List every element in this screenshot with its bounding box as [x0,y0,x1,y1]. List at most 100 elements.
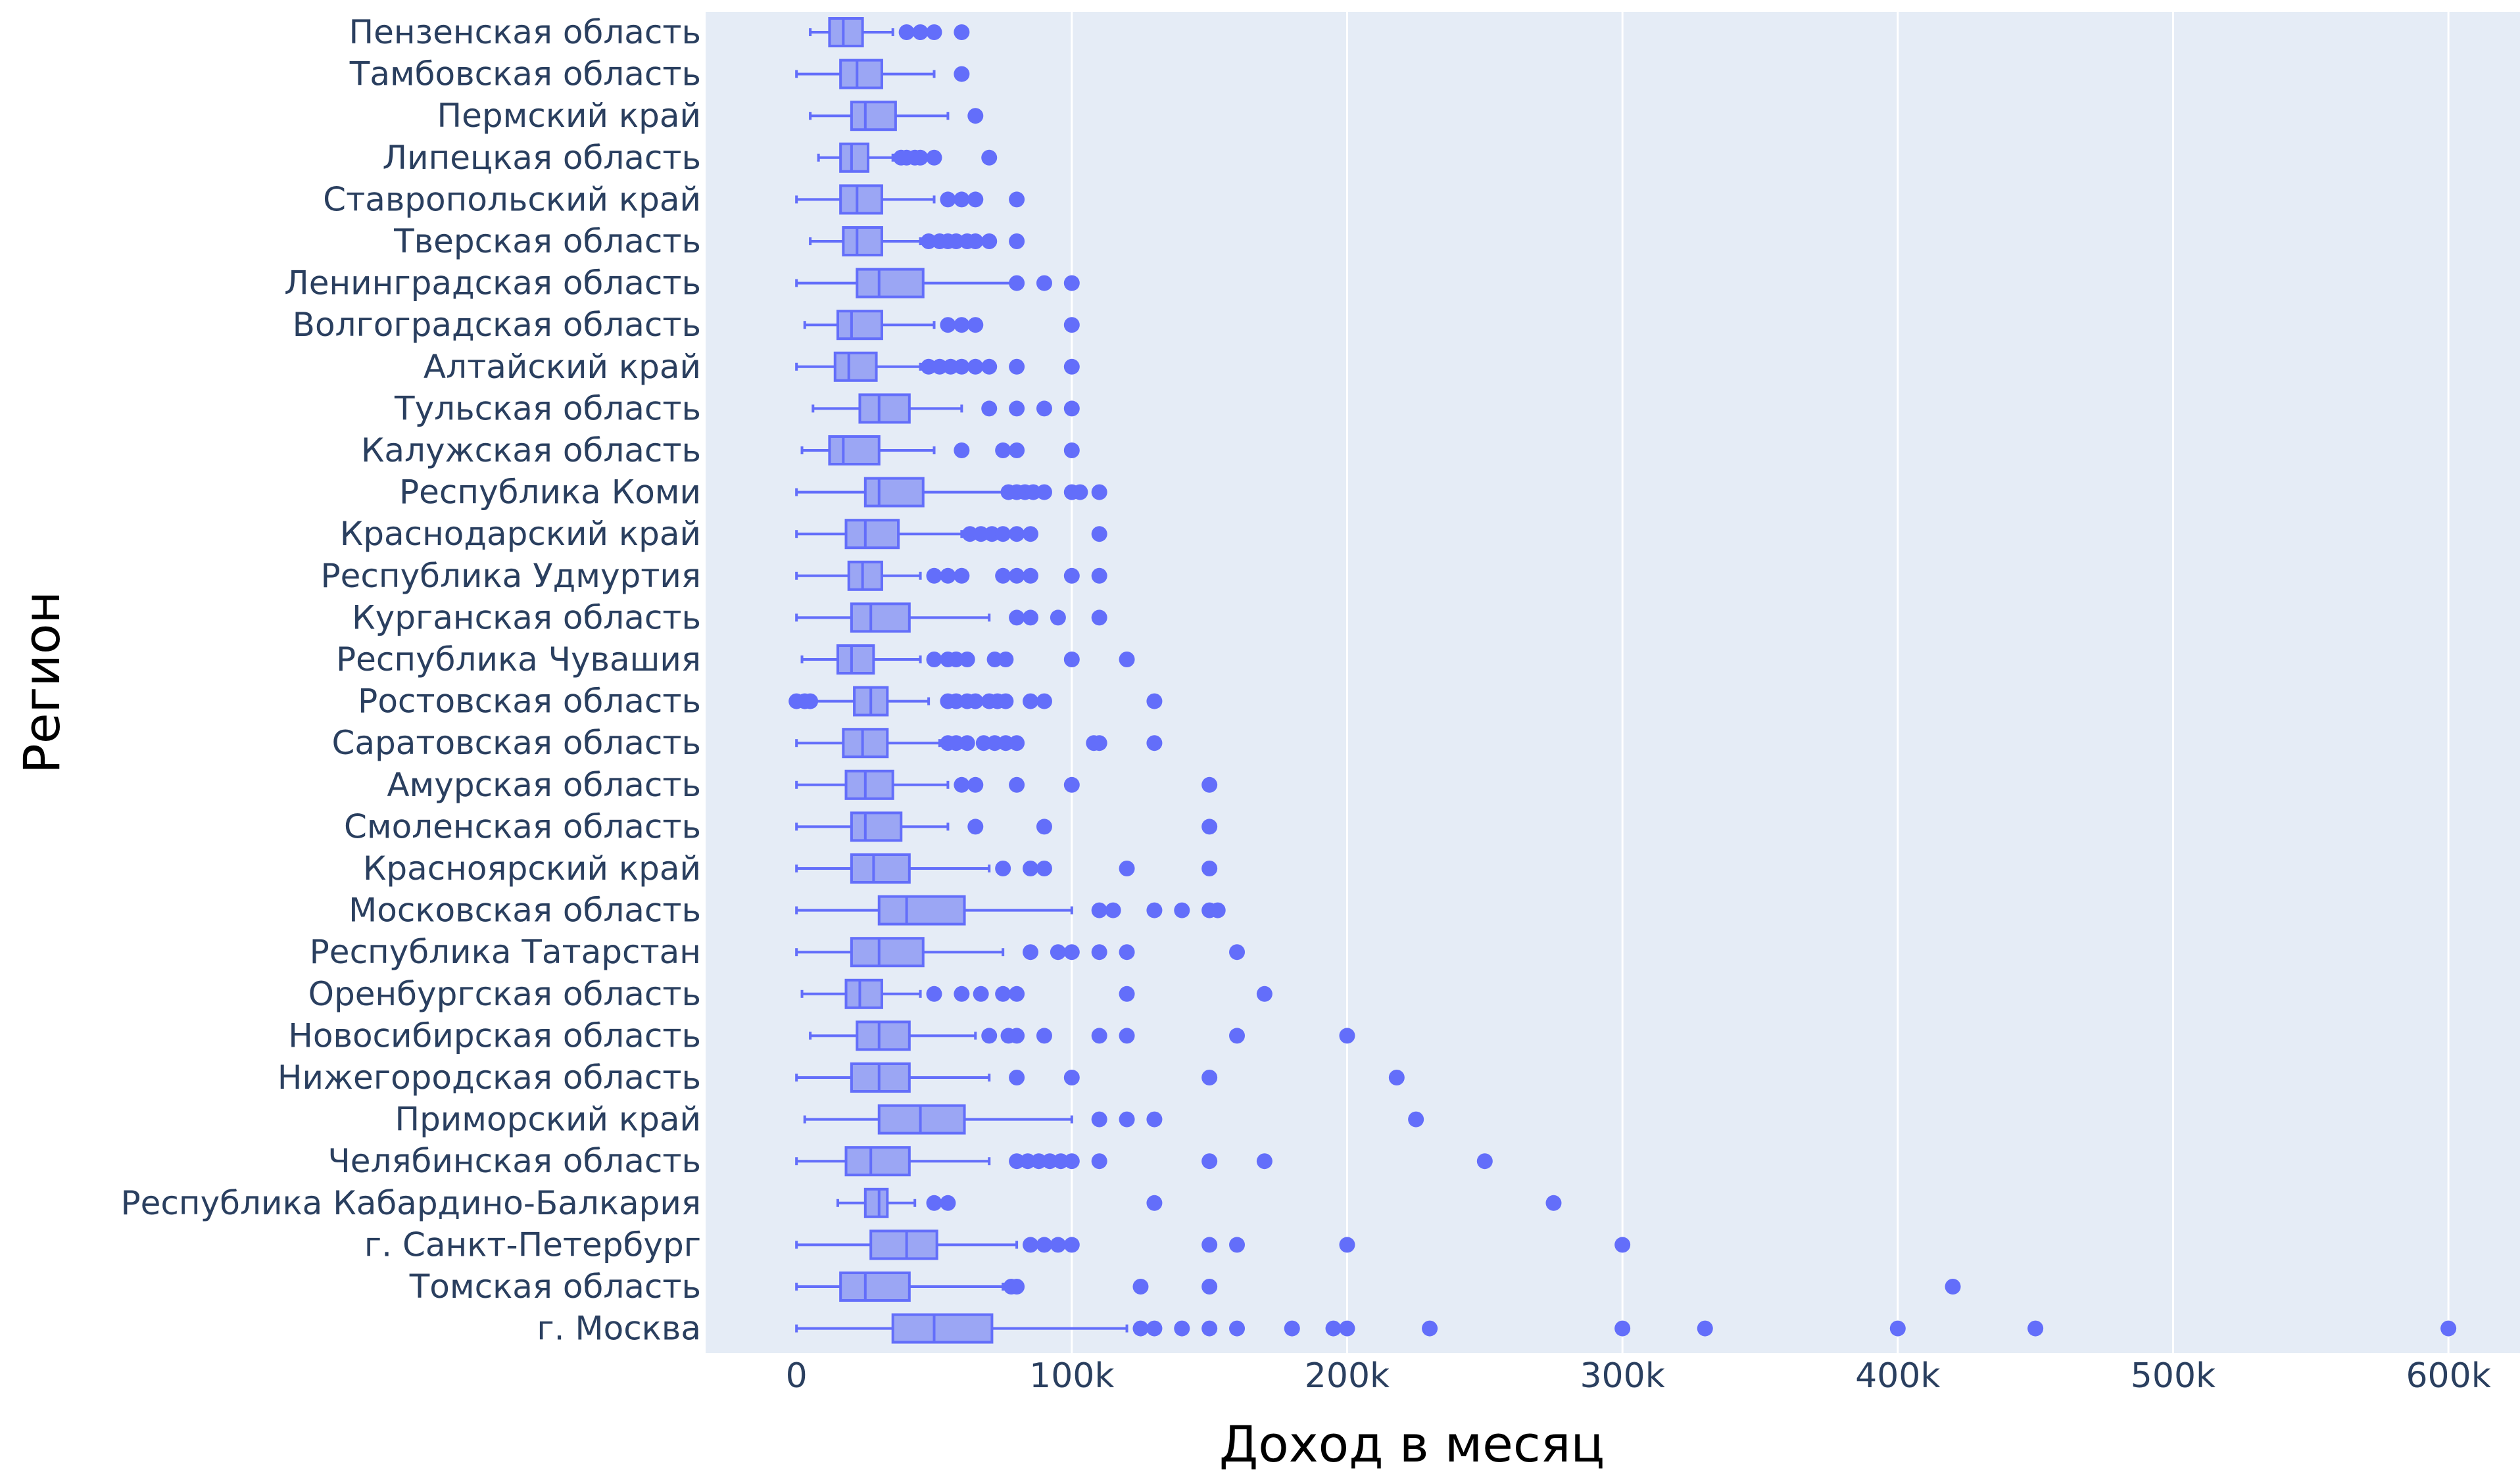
box-plot-21 [795,895,1226,926]
outlier-point [948,233,964,249]
outlier-point [1036,1028,1052,1044]
outlier-point [1063,358,1080,375]
outlier-point [981,400,998,417]
outlier-point [1146,1320,1163,1337]
iqr-box [850,811,903,842]
outlier-point [1229,944,1246,961]
box-plot-0 [809,17,970,47]
outlier-point [1201,776,1218,793]
outlier-point [1036,484,1052,500]
iqr-box [863,477,925,508]
outlier-point [1036,1237,1052,1253]
outlier-point [1408,1111,1424,1128]
outlier-point [967,776,984,793]
outlier-point [1256,986,1272,1002]
outlier-point [1091,944,1107,961]
outlier-point [1063,944,1080,961]
outlier-point [1009,526,1025,542]
outlier-point [973,526,989,542]
outlier-point [1119,986,1135,1002]
outlier-point [1009,1028,1025,1044]
outlier-point [940,191,956,208]
iqr-box [828,435,881,465]
outlier-point [1229,1237,1246,1253]
y-tick-label: Курганская область [352,598,701,636]
outlier-point [1036,861,1052,876]
iqr-box [828,17,864,47]
box-plot-6 [795,268,1080,298]
y-tick-labels: Пензенская область Тамбовская область Перм… [121,13,702,1348]
outlier-point [1119,1028,1135,1044]
outlier-point [1105,902,1121,918]
outlier-point [1889,1320,1906,1337]
outlier-point [981,1028,998,1044]
box-plot-3 [817,142,998,173]
outlier-point [1614,1237,1631,1253]
outlier-point [1023,1237,1039,1253]
outlier-point [1091,1111,1107,1128]
outlier-point [1119,652,1135,667]
box-plot-10 [800,435,1080,465]
outlier-point [995,861,1011,876]
box-plot-5 [809,226,1025,256]
iqr-box [839,1272,911,1302]
iqr-box [839,59,883,89]
y-tick-label: Волгоградская область [293,306,701,344]
y-tick-label: Алтайский край [424,348,701,386]
outlier-point [954,24,970,40]
outlier-point [981,149,998,166]
box-plot-13 [795,560,1107,591]
outlier-point [967,233,984,249]
outlier-point [1229,1028,1246,1044]
x-tick-label: 300k [1580,1356,1664,1396]
box-plot-17 [795,728,1163,759]
x-tick-label: 400k [1855,1356,1940,1396]
outlier-point [995,986,1011,1002]
box-plot-23 [800,978,1272,1009]
iqr-box [847,560,883,591]
outlier-point [912,24,929,40]
outlier-point [1023,944,1039,961]
outlier-point [954,66,970,82]
outlier-point [1036,819,1052,835]
iqr-box [839,142,870,173]
outlier-point [940,567,956,584]
outlier-point [1063,1153,1080,1170]
iqr-box [844,769,894,800]
outlier-point [1119,944,1135,961]
iqr-box [850,602,911,633]
iqr-box [842,728,889,759]
outlier-point [1023,526,1039,542]
iqr-box [850,937,925,968]
x-tick-label: 0 [786,1356,808,1396]
outlier-point [998,652,1014,667]
y-tick-label: Пермский край [437,97,701,135]
outlier-point [931,358,948,375]
outlier-point [1009,735,1025,751]
iqr-box [891,1313,994,1344]
outlier-point [1146,1111,1163,1128]
y-tick-label: Саратовская область [331,724,701,762]
outlier-point [1063,317,1080,333]
x-tick-labels: 0 100k 200k 300k 400k 500k 600k [786,1356,2491,1396]
iqr-box [856,268,925,298]
outlier-point [1201,1237,1218,1253]
outlier-point [1063,442,1080,458]
outlier-point [1091,1153,1107,1170]
iqr-box [869,1229,938,1260]
outlier-point [948,693,964,709]
outlier-point [1009,986,1025,1002]
outlier-point [1697,1320,1713,1337]
outlier-point [1063,1070,1080,1085]
outlier-point [998,735,1014,751]
outlier-point [1019,1153,1036,1170]
iqr-box [844,519,900,550]
iqr-box [844,978,883,1009]
outlier-point [1009,275,1025,291]
y-axis-title: Регион [12,591,71,774]
outlier-point [967,317,984,333]
y-tick-label: Тамбовская область [349,55,701,93]
outlier-point [940,317,956,333]
outlier-point [1091,567,1107,584]
box-plot-29 [795,1229,1631,1260]
